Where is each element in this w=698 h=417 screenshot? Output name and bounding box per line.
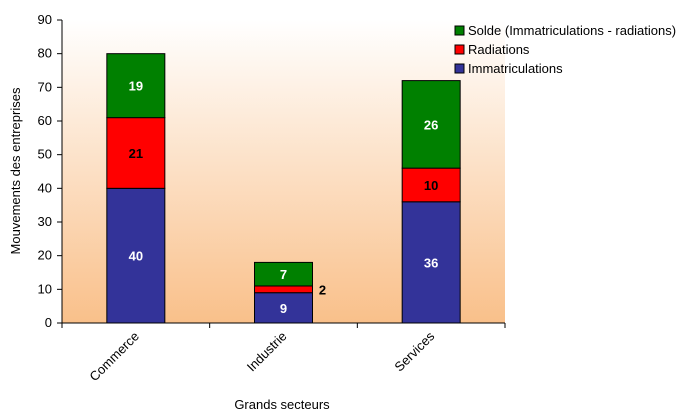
data-label: 19 bbox=[129, 79, 143, 94]
y-tick-label: 60 bbox=[38, 113, 52, 128]
data-label: 9 bbox=[280, 301, 287, 316]
data-label: 26 bbox=[424, 117, 438, 132]
x-tick-label: Industrie bbox=[244, 329, 290, 375]
data-label: 7 bbox=[280, 267, 287, 282]
bar-industrie-radiations bbox=[254, 285, 313, 294]
y-tick-label: 40 bbox=[38, 180, 52, 195]
legend-label: Radiations bbox=[468, 42, 530, 57]
data-label: 21 bbox=[129, 146, 143, 161]
legend-swatch bbox=[454, 63, 465, 74]
data-label: 36 bbox=[424, 255, 438, 270]
bar-industrie-solde-immatriculations-radiations bbox=[254, 261, 313, 287]
legend-label: Immatriculations bbox=[468, 61, 563, 76]
y-axis-title: Mouvements des entreprises bbox=[8, 87, 23, 254]
x-tick-label: Services bbox=[391, 328, 437, 374]
bar-commerce-immatriculations bbox=[106, 187, 166, 324]
labels-layer: 40 21 19 9 2 7 36 10 26 bbox=[129, 79, 439, 316]
bar-services-solde-immatriculations-radiations bbox=[401, 80, 461, 169]
bars-layer bbox=[106, 53, 461, 324]
legend: Solde (Immatriculations - radiations) Rad… bbox=[454, 23, 676, 76]
y-tick-label: 10 bbox=[38, 281, 52, 296]
y-tick-label: 70 bbox=[38, 79, 52, 94]
bar-services-radiations bbox=[401, 167, 461, 203]
x-axis-title: Grands secteurs bbox=[234, 397, 330, 412]
bar-commerce-solde-immatriculations-radiations bbox=[106, 53, 166, 119]
y-tick-label: 80 bbox=[38, 46, 52, 61]
data-label: 2 bbox=[319, 282, 326, 297]
y-tick-label: 0 bbox=[45, 315, 52, 330]
y-tick-label: 30 bbox=[38, 214, 52, 229]
legend-label: Solde (Immatriculations - radiations) bbox=[468, 23, 676, 38]
legend-swatch bbox=[454, 25, 465, 36]
data-label: 40 bbox=[129, 249, 143, 264]
y-tick-label: 50 bbox=[38, 147, 52, 162]
data-label: 10 bbox=[424, 178, 438, 193]
legend-swatch bbox=[454, 44, 465, 55]
y-tick-label: 90 bbox=[38, 12, 52, 27]
x-tick-label: Commerce bbox=[86, 329, 142, 385]
y-tick-label: 20 bbox=[38, 248, 52, 263]
